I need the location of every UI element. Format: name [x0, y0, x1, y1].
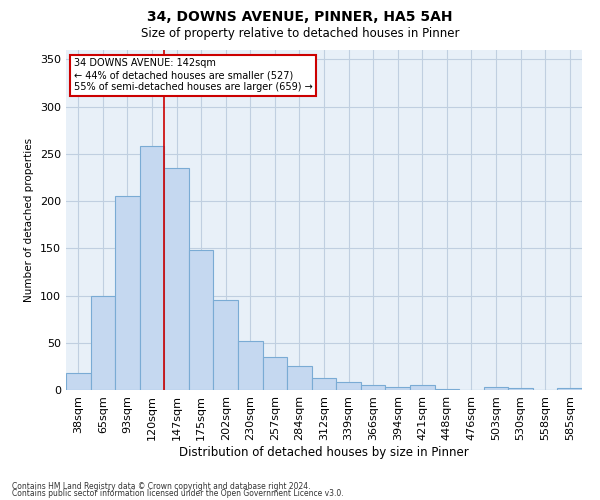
Bar	[312, 378, 336, 390]
Bar	[361, 386, 385, 390]
Text: Contains HM Land Registry data © Crown copyright and database right 2024.: Contains HM Land Registry data © Crown c…	[12, 482, 311, 491]
Bar	[164, 168, 189, 390]
Text: Size of property relative to detached houses in Pinner: Size of property relative to detached ho…	[141, 28, 459, 40]
Text: 34 DOWNS AVENUE: 142sqm
← 44% of detached houses are smaller (527)
55% of semi-d: 34 DOWNS AVENUE: 142sqm ← 44% of detache…	[74, 58, 313, 92]
Bar	[410, 386, 434, 390]
Text: Contains public sector information licensed under the Open Government Licence v3: Contains public sector information licen…	[12, 489, 344, 498]
Y-axis label: Number of detached properties: Number of detached properties	[25, 138, 34, 302]
Bar	[140, 146, 164, 390]
Bar	[91, 296, 115, 390]
Bar	[287, 366, 312, 390]
Text: 34, DOWNS AVENUE, PINNER, HA5 5AH: 34, DOWNS AVENUE, PINNER, HA5 5AH	[147, 10, 453, 24]
Bar	[238, 341, 263, 390]
Bar	[115, 196, 140, 390]
Bar	[434, 389, 459, 390]
X-axis label: Distribution of detached houses by size in Pinner: Distribution of detached houses by size …	[179, 446, 469, 458]
Bar	[189, 250, 214, 390]
Bar	[263, 357, 287, 390]
Bar	[557, 388, 582, 390]
Bar	[66, 373, 91, 390]
Bar	[508, 388, 533, 390]
Bar	[214, 300, 238, 390]
Bar	[385, 387, 410, 390]
Bar	[336, 382, 361, 390]
Bar	[484, 387, 508, 390]
